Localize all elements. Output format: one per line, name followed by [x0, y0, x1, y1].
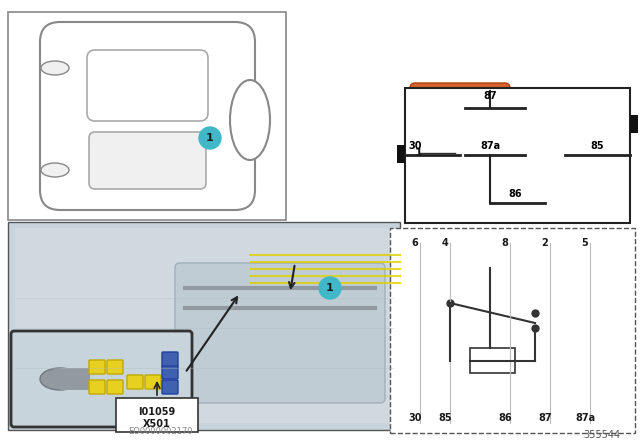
Text: 6: 6	[412, 238, 419, 248]
Text: 1: 1	[326, 283, 334, 293]
FancyBboxPatch shape	[60, 368, 90, 390]
Text: 5: 5	[582, 238, 588, 248]
FancyBboxPatch shape	[89, 132, 206, 189]
Bar	[470, 348, 515, 373]
Bar	[397, 145, 405, 163]
Text: 2: 2	[541, 238, 548, 248]
Text: 1: 1	[415, 148, 423, 158]
FancyBboxPatch shape	[162, 365, 178, 379]
FancyBboxPatch shape	[162, 380, 178, 394]
Text: 8: 8	[502, 238, 508, 248]
Ellipse shape	[230, 80, 270, 160]
FancyBboxPatch shape	[175, 263, 385, 403]
FancyBboxPatch shape	[8, 222, 400, 430]
Ellipse shape	[41, 163, 69, 177]
Text: 87: 87	[483, 91, 497, 101]
FancyBboxPatch shape	[390, 228, 635, 433]
FancyBboxPatch shape	[107, 360, 123, 374]
Text: 4: 4	[442, 238, 449, 248]
Ellipse shape	[41, 61, 69, 75]
FancyBboxPatch shape	[87, 50, 208, 121]
FancyBboxPatch shape	[162, 352, 178, 366]
FancyBboxPatch shape	[455, 188, 467, 208]
Text: 85: 85	[590, 141, 604, 151]
Text: 85: 85	[438, 413, 452, 423]
FancyBboxPatch shape	[116, 398, 198, 432]
FancyBboxPatch shape	[470, 183, 482, 203]
Text: 87a: 87a	[575, 413, 595, 423]
FancyBboxPatch shape	[107, 380, 123, 394]
FancyBboxPatch shape	[485, 178, 497, 198]
FancyBboxPatch shape	[11, 331, 192, 427]
Text: 87a: 87a	[480, 141, 500, 151]
FancyBboxPatch shape	[8, 12, 286, 220]
Ellipse shape	[40, 368, 80, 390]
FancyBboxPatch shape	[89, 360, 105, 374]
FancyBboxPatch shape	[89, 380, 105, 394]
FancyBboxPatch shape	[127, 375, 143, 389]
Circle shape	[319, 277, 341, 299]
Text: 86: 86	[498, 413, 512, 423]
FancyBboxPatch shape	[405, 88, 630, 223]
FancyBboxPatch shape	[410, 83, 510, 183]
Text: X501: X501	[143, 419, 171, 429]
Text: 1: 1	[206, 133, 214, 143]
Bar	[630, 115, 638, 133]
FancyBboxPatch shape	[15, 228, 393, 423]
Text: 355544: 355544	[583, 430, 620, 440]
Text: 87: 87	[538, 413, 552, 423]
Text: 30: 30	[408, 413, 422, 423]
Text: 30: 30	[408, 141, 422, 151]
Text: 86: 86	[508, 189, 522, 199]
FancyBboxPatch shape	[455, 178, 467, 198]
FancyBboxPatch shape	[145, 375, 161, 389]
Text: I01059: I01059	[138, 407, 175, 417]
Circle shape	[199, 127, 221, 149]
FancyBboxPatch shape	[40, 22, 255, 210]
Text: EO0000002170: EO0000002170	[128, 427, 192, 436]
